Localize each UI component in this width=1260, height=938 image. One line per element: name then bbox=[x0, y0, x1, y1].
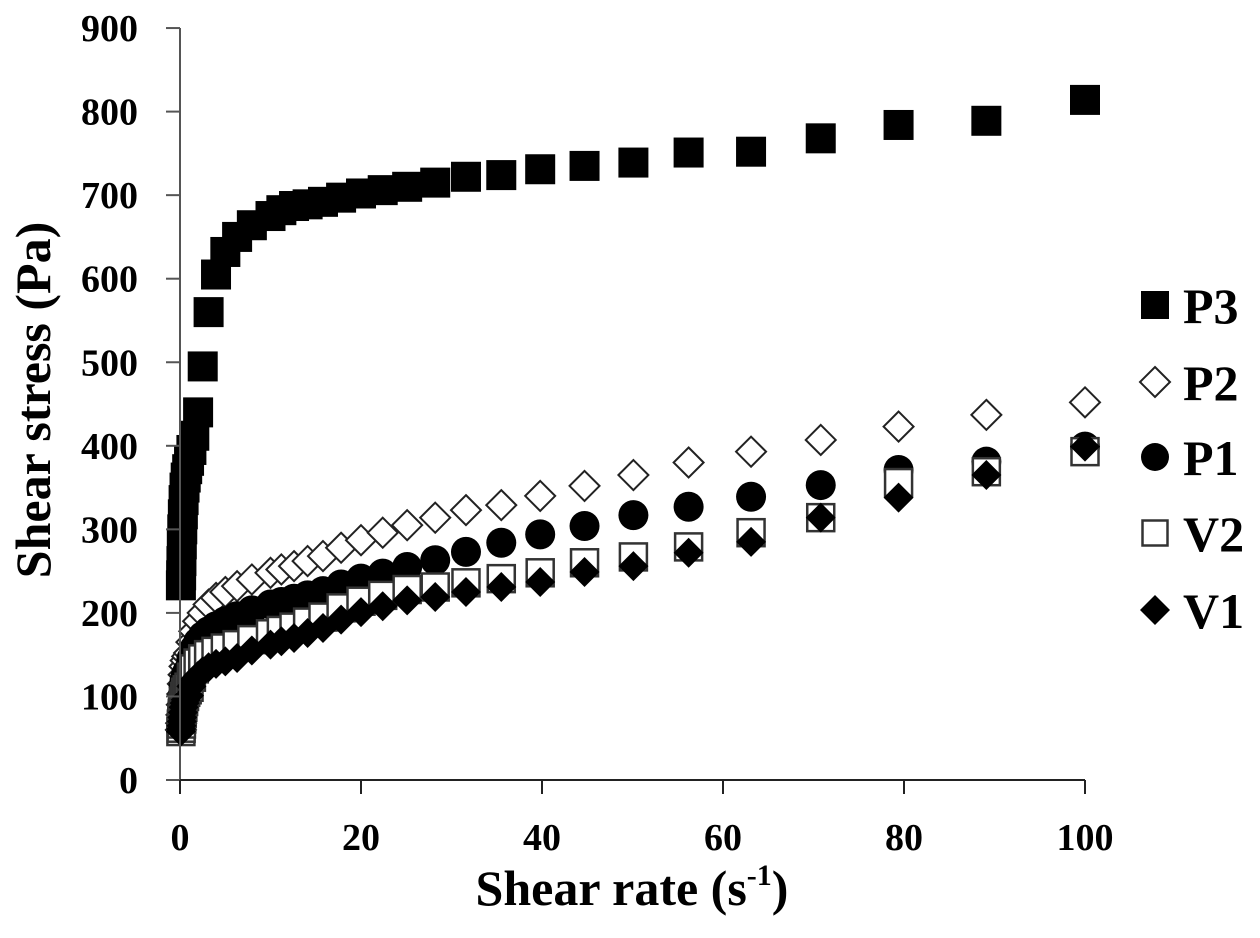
data-point-p2 bbox=[734, 435, 768, 469]
legend-marker-v2 bbox=[1141, 519, 1169, 547]
data-point-p1 bbox=[618, 500, 649, 531]
data-point-p2 bbox=[418, 501, 452, 535]
data-point-p2 bbox=[969, 398, 1003, 432]
data-point-p1 bbox=[486, 527, 517, 558]
data-point-p2 bbox=[390, 508, 424, 542]
data-point-p3 bbox=[420, 167, 451, 198]
legend-item-v2: V2 bbox=[1141, 506, 1244, 562]
y-tick-label: 400 bbox=[81, 426, 138, 468]
data-point-v1 bbox=[971, 460, 1002, 491]
data-point-v1 bbox=[420, 582, 451, 613]
data-point-p1 bbox=[450, 536, 481, 567]
x-tick-label: 40 bbox=[523, 817, 561, 859]
data-point-v1 bbox=[525, 566, 556, 597]
data-point-v1 bbox=[673, 537, 704, 568]
data-point-p1 bbox=[525, 519, 556, 550]
data-point-p2 bbox=[882, 410, 915, 443]
data-point-p1 bbox=[569, 511, 600, 542]
data-point-v1 bbox=[392, 585, 423, 616]
y-axis-ticks: 0 100 200 300 400 500 600 700 800 900 bbox=[81, 8, 180, 802]
y-tick-label: 900 bbox=[81, 8, 138, 50]
legend-label-v2: V2 bbox=[1183, 506, 1244, 562]
data-point-p2 bbox=[523, 479, 557, 513]
data-point-p2 bbox=[616, 458, 650, 492]
legend-label-p2: P2 bbox=[1183, 355, 1239, 411]
data-point-p3 bbox=[392, 171, 423, 202]
legend-item-p1: P1 bbox=[1141, 430, 1239, 486]
data-point-p3 bbox=[569, 150, 600, 181]
x-axis-ticks: 0 20 40 60 80 100 bbox=[171, 780, 1114, 859]
legend-marker-v1 bbox=[1140, 595, 1170, 625]
data-point-p1 bbox=[392, 551, 423, 582]
data-point-p2 bbox=[804, 423, 838, 457]
legend: P3 P2 P1 V2 V1 bbox=[1138, 278, 1244, 639]
legend-marker-p3 bbox=[1141, 291, 1169, 319]
data-point-p2 bbox=[449, 493, 483, 527]
y-tick-label: 700 bbox=[81, 175, 138, 217]
data-point-p1 bbox=[736, 481, 767, 512]
axes: 0 100 200 300 400 500 600 700 800 900 0 20 40 60 80 10… bbox=[81, 8, 1114, 859]
y-tick-label: 500 bbox=[81, 342, 138, 384]
legend-marker-p1 bbox=[1141, 443, 1169, 471]
x-axis-title-close: ) bbox=[772, 860, 789, 916]
data-point-p1 bbox=[805, 470, 836, 501]
x-axis-title-superscript: -1 bbox=[747, 859, 772, 892]
data-point-p3 bbox=[183, 397, 214, 428]
data-point-p3 bbox=[486, 160, 517, 191]
data-point-p3 bbox=[193, 297, 224, 328]
x-tick-label: 80 bbox=[885, 817, 923, 859]
data-point-v1 bbox=[618, 551, 649, 582]
data-point-v1 bbox=[367, 591, 398, 622]
data-point-v1 bbox=[486, 571, 517, 602]
data-point-p3 bbox=[450, 161, 481, 192]
data-point-v1 bbox=[883, 482, 914, 513]
data-point-v1 bbox=[569, 556, 600, 587]
y-axis-title: Shear stress (Pa) bbox=[5, 222, 61, 578]
x-axis-title: Shear rate (s-1) bbox=[476, 859, 789, 916]
data-point-v1 bbox=[1070, 431, 1100, 462]
data-point-p3 bbox=[673, 137, 704, 168]
data-point-v1 bbox=[805, 502, 836, 533]
data-point-p3 bbox=[187, 351, 218, 382]
data-point-p2 bbox=[568, 469, 601, 503]
data-point-p3 bbox=[525, 154, 556, 185]
data-point-p3 bbox=[736, 136, 767, 167]
legend-label-p3: P3 bbox=[1183, 278, 1239, 334]
data-point-p2 bbox=[366, 516, 400, 550]
data-point-p1 bbox=[673, 491, 704, 522]
data-point-p2 bbox=[672, 446, 706, 479]
legend-item-p3: P3 bbox=[1141, 278, 1239, 334]
data-point-p3 bbox=[805, 123, 836, 154]
data-point-v1 bbox=[736, 526, 767, 557]
x-tick-label: 20 bbox=[342, 817, 380, 859]
y-tick-label: 600 bbox=[81, 259, 138, 301]
y-tick-label: 100 bbox=[81, 676, 138, 718]
x-tick-label: 0 bbox=[171, 817, 190, 859]
y-tick-label: 800 bbox=[81, 92, 138, 134]
data-point-p2 bbox=[484, 488, 518, 522]
legend-item-p2: P2 bbox=[1138, 355, 1239, 411]
y-tick-label: 200 bbox=[81, 593, 138, 635]
y-tick-label: 0 bbox=[119, 760, 138, 802]
data-point-p3 bbox=[971, 105, 1002, 136]
x-axis-title-main: Shear rate (s bbox=[476, 860, 747, 916]
series-v1 bbox=[165, 431, 1100, 747]
x-tick-label: 60 bbox=[704, 817, 742, 859]
data-point-v1 bbox=[346, 597, 376, 628]
plot-area bbox=[164, 84, 1102, 747]
legend-label-p1: P1 bbox=[1183, 430, 1239, 486]
legend-label-v1: V1 bbox=[1183, 583, 1244, 639]
data-point-p2 bbox=[1068, 385, 1102, 419]
x-tick-label: 100 bbox=[1057, 817, 1114, 859]
data-point-v1 bbox=[450, 577, 481, 608]
data-point-p3 bbox=[1070, 84, 1100, 115]
y-tick-label: 300 bbox=[81, 509, 138, 551]
data-point-p1 bbox=[420, 545, 451, 576]
data-point-p3 bbox=[618, 147, 649, 178]
legend-item-v1: V1 bbox=[1140, 583, 1244, 639]
legend-marker-p2 bbox=[1138, 365, 1172, 399]
data-point-p3 bbox=[883, 109, 914, 140]
